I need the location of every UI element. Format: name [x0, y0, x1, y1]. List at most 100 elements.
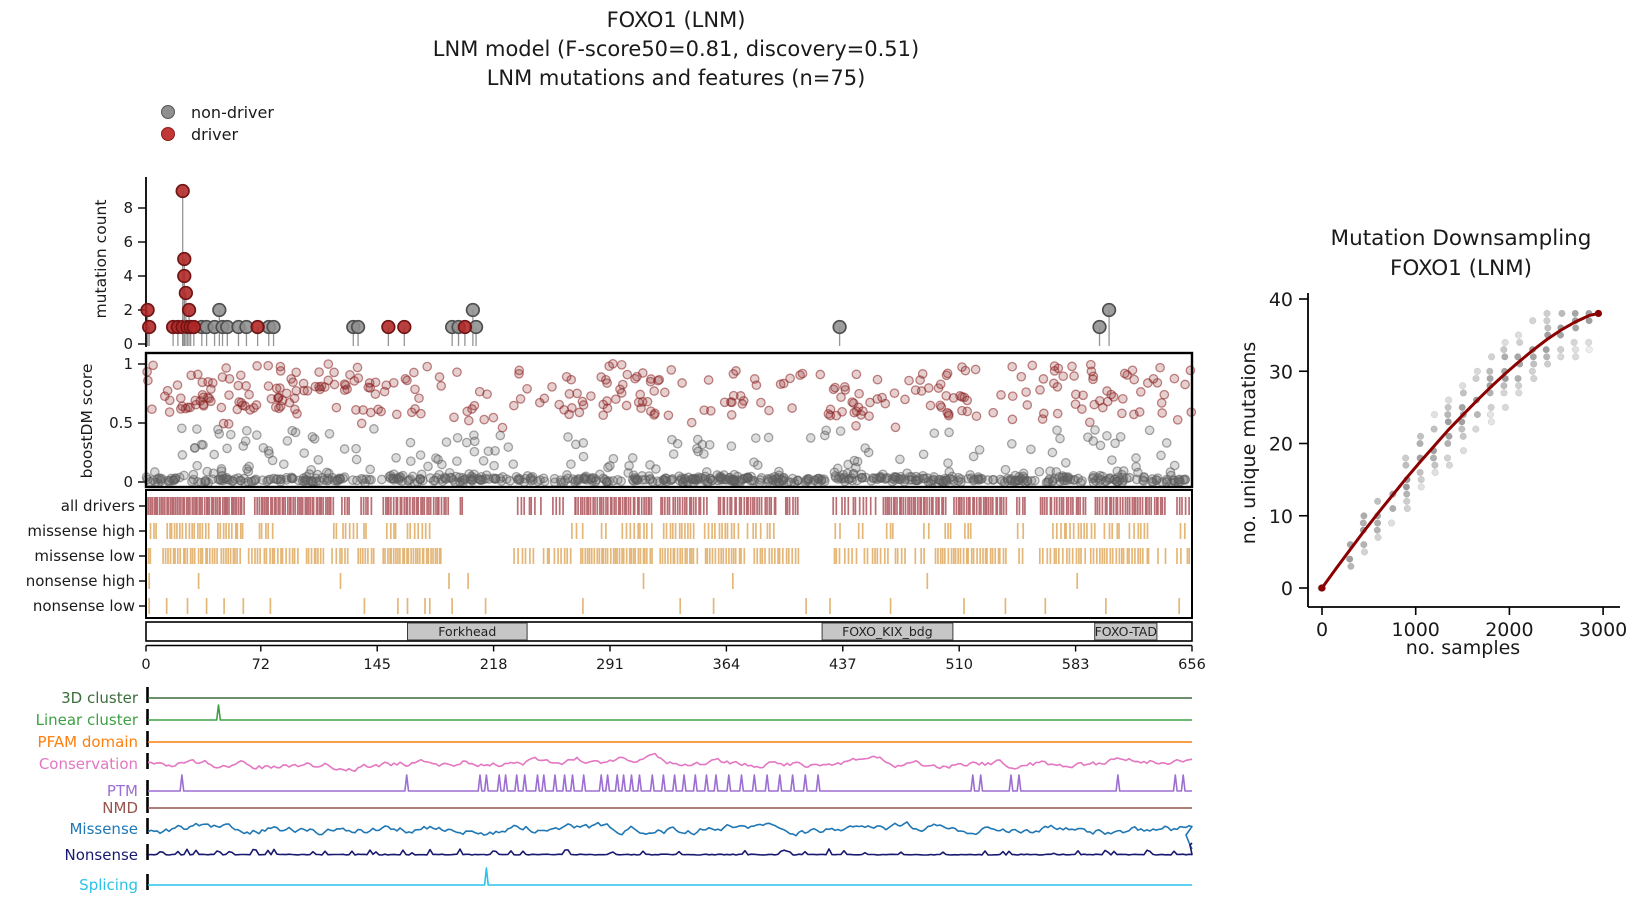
- lollipop-driver: [177, 251, 192, 267]
- boostdm-points-non-driver: [141, 423, 1190, 489]
- track-label-nonsense-low: nonsense low: [33, 597, 135, 615]
- lollipop-driver: [457, 319, 473, 335]
- position-tick-label: 291: [596, 657, 624, 673]
- feature-label-PFAM-domain: PFAM domain: [38, 733, 138, 751]
- track-label-all-drivers: all drivers: [61, 497, 135, 515]
- feature-NMD: NMD: [102, 797, 1192, 817]
- feature-label-NMD: NMD: [102, 799, 138, 817]
- feature-label-3D-cluster: 3D cluster: [61, 689, 139, 707]
- boostdm-points-driver: [142, 358, 1197, 433]
- legend-label-nondriver: non-driver: [191, 102, 274, 122]
- feature-label-Missense: Missense: [69, 820, 138, 838]
- lollipop-driver: [381, 319, 396, 335]
- domain-label-FOXO_KIX_bdg: FOXO_KIX_bdg: [842, 624, 933, 639]
- domain-box-FOXO-TAD: [1094, 622, 1158, 641]
- feature-3D-cluster: 3D cluster: [61, 687, 1192, 707]
- downsampling-points: [1317, 309, 1593, 592]
- position-tick-label: 583: [1062, 657, 1090, 673]
- lollipop-non-driver: [832, 319, 847, 335]
- lollipop-driver: [397, 319, 412, 335]
- lollipop-driver: [177, 268, 192, 284]
- feature-Conservation: Conservation: [39, 752, 1193, 773]
- domain-box-FOXO_KIX_bdg: [821, 622, 954, 641]
- ticks-nonsense-high: [148, 573, 1079, 589]
- downsampling-ytick-label: 0: [1281, 578, 1293, 600]
- position-tick-label: 72: [252, 657, 270, 673]
- boostdm-tick-label: 0: [123, 473, 133, 491]
- position-tick-label: 510: [945, 657, 973, 673]
- ticks-missense-low: [147, 548, 1191, 564]
- track-label-nonsense-high: nonsense high: [26, 572, 135, 590]
- mutation-count-tick-label: 2: [123, 301, 133, 319]
- position-tick-label: 437: [829, 657, 857, 673]
- lollipops-non-driver: [194, 302, 1117, 346]
- domain-box-Forkhead: [407, 622, 528, 641]
- lollipop-non-driver: [1092, 319, 1107, 335]
- downsampling-xtick-label: 3000: [1579, 619, 1627, 641]
- lollipop-driver: [175, 183, 190, 199]
- feature-label-PTM: PTM: [107, 782, 138, 800]
- downsampling-xtick-label: 2000: [1485, 619, 1533, 641]
- lollipop-non-driver: [1101, 302, 1117, 318]
- feature-Nonsense: Nonsense: [65, 842, 1193, 864]
- title-line-2: LNM model (F-score50=0.81, discovery=0.5…: [432, 37, 920, 61]
- legend: non-driver driver: [161, 101, 274, 145]
- ticks-nonsense-low: [148, 598, 1181, 614]
- lollipop-non-driver: [266, 319, 281, 335]
- legend-item-nondriver: non-driver: [161, 101, 274, 123]
- legend-label-driver: driver: [191, 124, 239, 144]
- downsampling-xtick-label: 0: [1316, 619, 1328, 641]
- feature-PTM: PTM: [107, 774, 1192, 800]
- position-tick-label: 0: [141, 657, 150, 673]
- lollipop-driver: [181, 302, 197, 318]
- downsampling-xlabel: no. samples: [1405, 637, 1521, 659]
- consequence-tracks-panel: all drivers missense high missense low nons…: [26, 489, 1193, 619]
- legend-item-driver: driver: [161, 123, 274, 145]
- title-line-1: FOXO1 (LNM): [606, 8, 746, 32]
- lollipop-driver: [178, 285, 194, 301]
- boostdm-score-panel: 10.50: [109, 351, 1197, 491]
- track-label-missense-low: missense low: [34, 547, 135, 565]
- feature-PFAM-domain: PFAM domain: [38, 731, 1192, 751]
- ticks-all-drivers: [146, 497, 1190, 515]
- feature-label-Linear-cluster: Linear cluster: [36, 711, 139, 729]
- downsampling-ytick-label: 10: [1269, 506, 1293, 528]
- lollipop-driver: [186, 319, 201, 335]
- position-tick-label: 656: [1178, 657, 1206, 673]
- lollipop-non-driver: [212, 302, 227, 318]
- mutation-count-tick-label: 0: [123, 335, 133, 353]
- mutation-count-tick-label: 6: [123, 233, 133, 251]
- lollipop-driver: [250, 319, 265, 335]
- ticks-missense-high: [149, 523, 1186, 539]
- feature-label-Conservation: Conservation: [39, 755, 138, 773]
- title-line-3: LNM mutations and features (n=75): [486, 66, 866, 90]
- protein-domain-bar: Forkhead FOXO_KIX_bdg FOXO-TAD 0 72 145 218 291…: [141, 621, 1206, 673]
- downsampling-title: Mutation Downsampling FOXO1 (LNM): [1300, 224, 1622, 284]
- downsampling-fit-curve: [1320, 311, 1600, 590]
- nondriver-marker-icon: [161, 105, 175, 119]
- lollipop-driver: [140, 302, 155, 318]
- feature-Splicing: Splicing: [79, 867, 1192, 894]
- feature-label-Nonsense: Nonsense: [65, 846, 139, 864]
- feature-Missense: Missense: [69, 818, 1193, 850]
- feature-tracks: 3D cluster Linear cluster PFAM domain Conse…: [36, 687, 1193, 894]
- downsampling-ytick-label: 20: [1269, 434, 1293, 456]
- lollipop-driver: [142, 319, 157, 335]
- lollipop-non-driver: [465, 302, 481, 318]
- downsampling-ytick-label: 30: [1269, 361, 1293, 383]
- position-tick-label: 364: [713, 657, 741, 673]
- boostdm-tick-label: 1: [123, 355, 133, 373]
- domain-label-FOXO-TAD: FOXO-TAD: [1095, 624, 1157, 639]
- driver-marker-icon: [161, 127, 175, 141]
- downsampling-title-line-1: Mutation Downsampling: [1330, 226, 1592, 251]
- lollipops-driver: [140, 183, 473, 346]
- feature-label-Splicing: Splicing: [79, 876, 138, 894]
- track-label-missense-high: missense high: [27, 522, 135, 540]
- feature-Linear-cluster: Linear cluster: [36, 704, 1192, 729]
- downsampling-xtick-label: 1000: [1392, 619, 1440, 641]
- position-tick-label: 218: [480, 657, 508, 673]
- downsampling-ylabel: no. unique mutations: [1238, 341, 1260, 545]
- boostdm-tick-label: 0.5: [109, 414, 133, 432]
